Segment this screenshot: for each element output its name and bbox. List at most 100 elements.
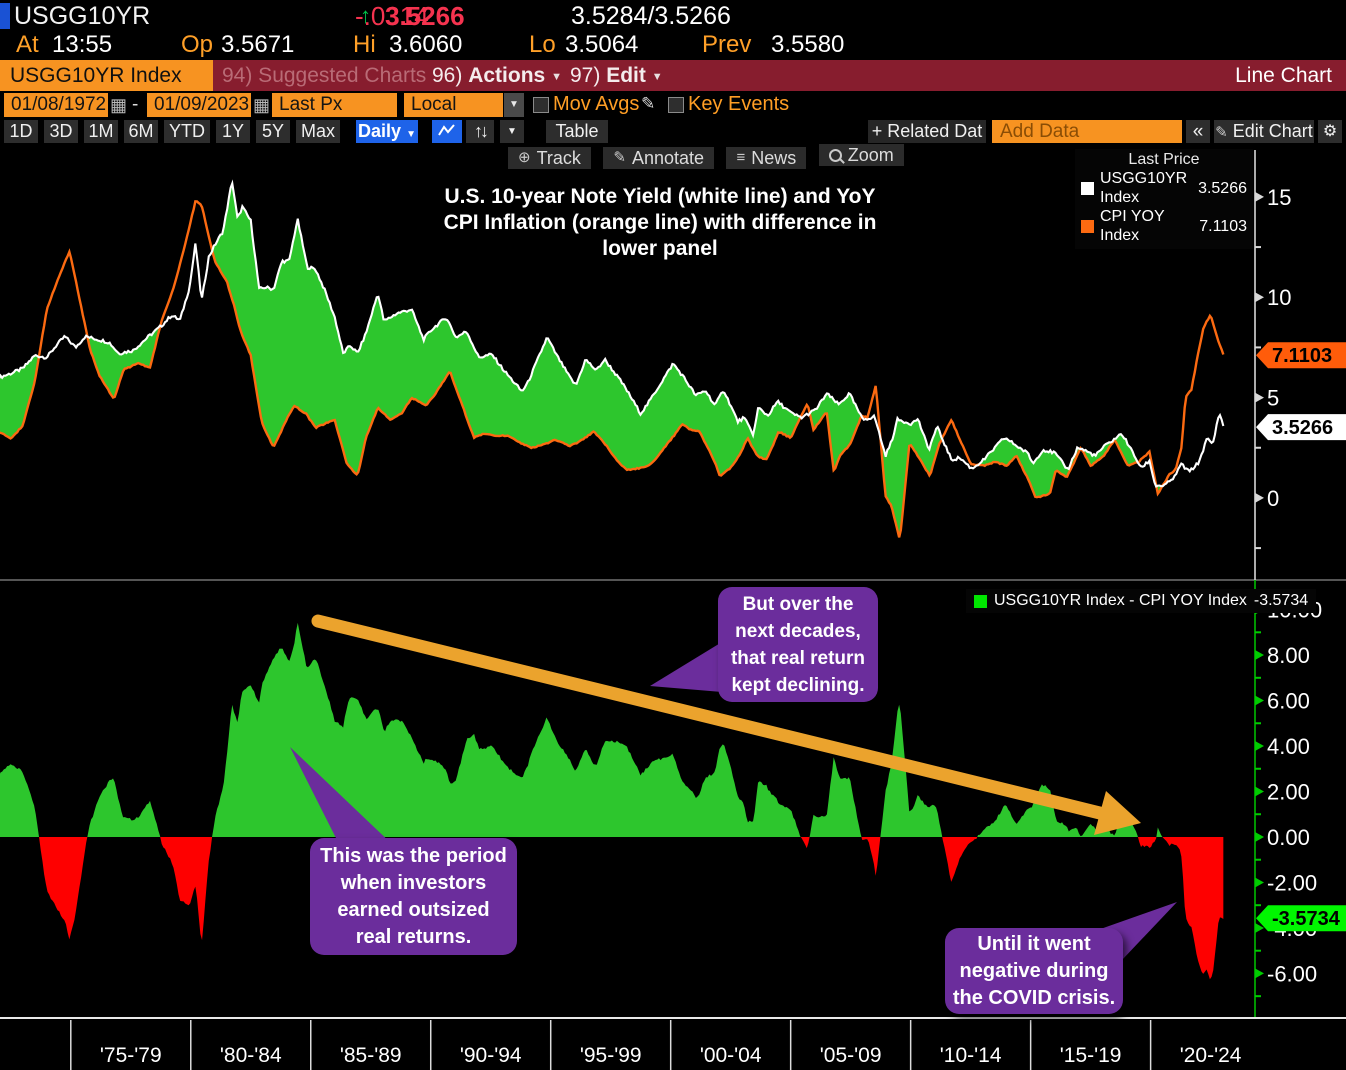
svg-text:5: 5 xyxy=(1267,386,1279,411)
svg-text:0.00: 0.00 xyxy=(1267,825,1310,850)
period-1d[interactable]: 1D xyxy=(4,120,38,143)
pencil-icon[interactable]: ✎ xyxy=(641,94,656,113)
period-1y[interactable]: 1Y xyxy=(216,120,250,143)
settings-button[interactable]: ⚙ xyxy=(1318,120,1342,143)
legend-title: Last Price xyxy=(1128,151,1200,168)
period-max[interactable]: Max xyxy=(296,120,340,143)
edit-menu[interactable]: 97) Edit ▼ xyxy=(570,60,663,93)
x-axis-label: '85-'89 xyxy=(340,1044,402,1067)
period-1m[interactable]: 1M xyxy=(84,120,118,143)
x-axis-label: '20-'24 xyxy=(1180,1044,1242,1067)
at-value: 13:55 xyxy=(52,31,113,58)
svg-text:8.00: 8.00 xyxy=(1267,643,1310,668)
legend-value: -3.5734 xyxy=(1253,592,1309,609)
callout-outsized: This was the period when investors earne… xyxy=(310,838,517,955)
price-field-input[interactable]: Last Px xyxy=(272,93,397,117)
control-row: 01/08/1972 ▦ - 01/09/2023 ▦ Last Px Loca… xyxy=(0,91,1346,139)
legend-item-cpi: CPI YOY Index 7.1103 xyxy=(1081,207,1247,245)
zoom-button[interactable]: Zoom xyxy=(818,144,904,166)
period-5y[interactable]: 5Y xyxy=(256,120,290,143)
callout-tail xyxy=(650,642,722,692)
news-lines-icon: ≡ xyxy=(736,148,746,166)
frequency-select[interactable]: Daily ▼ xyxy=(356,120,418,143)
annotate-button[interactable]: ✎ Annotate xyxy=(603,146,715,169)
svg-text:-2.00: -2.00 xyxy=(1267,870,1317,895)
magnifier-icon xyxy=(828,148,842,162)
actions-number: 96) xyxy=(432,64,463,87)
gear-icon: ⚙ xyxy=(1322,123,1338,140)
period-ytd[interactable]: YTD xyxy=(164,120,210,143)
svg-text:4.00: 4.00 xyxy=(1267,734,1310,759)
currency-select[interactable]: Local CCY xyxy=(404,93,503,139)
suggested-charts-menu[interactable]: 94) Suggested Charts xyxy=(222,64,427,87)
pencil-icon: ✎ xyxy=(1215,124,1228,141)
legend-label: CPI YOY Index xyxy=(1100,208,1165,244)
security-color-bar xyxy=(0,3,10,29)
white-swatch-icon xyxy=(1081,181,1094,195)
yield-line xyxy=(0,179,1225,488)
svg-text:3.5266: 3.5266 xyxy=(1272,417,1333,439)
open-label: Op xyxy=(181,31,214,58)
chart-style-dropdown[interactable]: ▼ xyxy=(500,120,524,143)
svg-text:7.1103: 7.1103 xyxy=(1272,345,1332,367)
add-data-input[interactable]: Add Data xyxy=(992,120,1182,143)
x-axis-label: '00-'04 xyxy=(700,1044,762,1067)
legend-label: USGG10YR Index xyxy=(1100,170,1188,206)
table-button[interactable]: Table xyxy=(546,120,608,143)
axis-price-badge xyxy=(1256,414,1346,441)
period-6m[interactable]: 6M xyxy=(124,120,158,143)
chevron-down-icon[interactable]: ▼ xyxy=(504,93,524,117)
annotate-label: Annotate xyxy=(631,147,705,168)
crosshair-icon: ⊕ xyxy=(518,148,531,166)
prev-value: 3.5580 xyxy=(771,31,845,58)
legend-value: 7.1103 xyxy=(1199,217,1247,235)
low-label: Lo xyxy=(529,31,556,58)
orange-swatch-icon xyxy=(1081,219,1094,233)
svg-text:6.00: 6.00 xyxy=(1267,689,1310,714)
news-button[interactable]: ≡ News xyxy=(726,146,807,169)
x-axis-label: '15-'19 xyxy=(1060,1044,1122,1067)
chart-tools-row: ⊕ Track ✎ Annotate ≡ News Zoom xyxy=(508,144,1346,169)
actions-menu[interactable]: 96) Actions ▼ xyxy=(432,60,562,93)
zoom-label: Zoom xyxy=(847,145,894,165)
key-events-label: Key Events xyxy=(688,93,790,115)
edit-chart-button[interactable]: ✎ Edit Chart xyxy=(1214,120,1314,143)
edit-label: Edit xyxy=(606,64,646,87)
pencil-icon: ✎ xyxy=(613,148,626,166)
period-3d[interactable]: 3D xyxy=(44,120,78,143)
axis-price-badge xyxy=(1256,905,1346,932)
legend-item-usgg10yr: USGG10YR Index 3.5266 xyxy=(1081,169,1247,207)
x-axis-label: '05-'09 xyxy=(820,1044,882,1067)
x-axis-label: '75-'79 xyxy=(100,1044,162,1067)
edit-number: 97) xyxy=(570,64,601,87)
mov-avgs-checkbox[interactable] xyxy=(533,97,549,113)
track-label: Track xyxy=(536,147,581,168)
high-value: 3.6060 xyxy=(389,31,463,58)
calendar-icon[interactable]: ▦ xyxy=(253,95,271,115)
low-value: 3.5064 xyxy=(565,31,639,58)
axis-price-badge xyxy=(1256,342,1346,369)
related-data-button[interactable]: + Related Dat xyxy=(868,120,986,143)
calendar-icon[interactable]: ▦ xyxy=(110,95,128,115)
collapse-button[interactable]: « xyxy=(1186,120,1210,143)
mov-avgs-label: Mov Avgs xyxy=(553,93,640,115)
legend-value: 3.5266 xyxy=(1198,179,1247,197)
key-events-checkbox[interactable] xyxy=(668,97,684,113)
date-separator: - xyxy=(132,94,139,115)
security-input[interactable]: USGG10YR Index xyxy=(0,60,213,91)
sort-axis-button[interactable]: ↑↓ xyxy=(466,120,494,143)
chevron-down-icon: ▼ xyxy=(651,71,663,83)
green-swatch-icon xyxy=(974,594,987,608)
edit-chart-label: Edit Chart xyxy=(1232,121,1313,141)
price-change: -.0314 xyxy=(355,1,429,31)
x-axis-label: '80-'84 xyxy=(220,1044,282,1067)
date-to-input[interactable]: 01/09/2023 xyxy=(147,93,251,117)
svg-text:2.00: 2.00 xyxy=(1267,780,1310,805)
date-from-input[interactable]: 01/08/1972 xyxy=(4,93,108,117)
track-button[interactable]: ⊕ Track xyxy=(508,146,591,169)
line-chart-type-button[interactable] xyxy=(432,120,462,143)
chart-type-label: Line Chart xyxy=(1235,64,1332,87)
quote-stats-row: At 13:55 Op 3.5671 Hi 3.6060 Lo 3.5064 P… xyxy=(0,30,1346,60)
x-axis-label: '10-'14 xyxy=(940,1044,1002,1067)
